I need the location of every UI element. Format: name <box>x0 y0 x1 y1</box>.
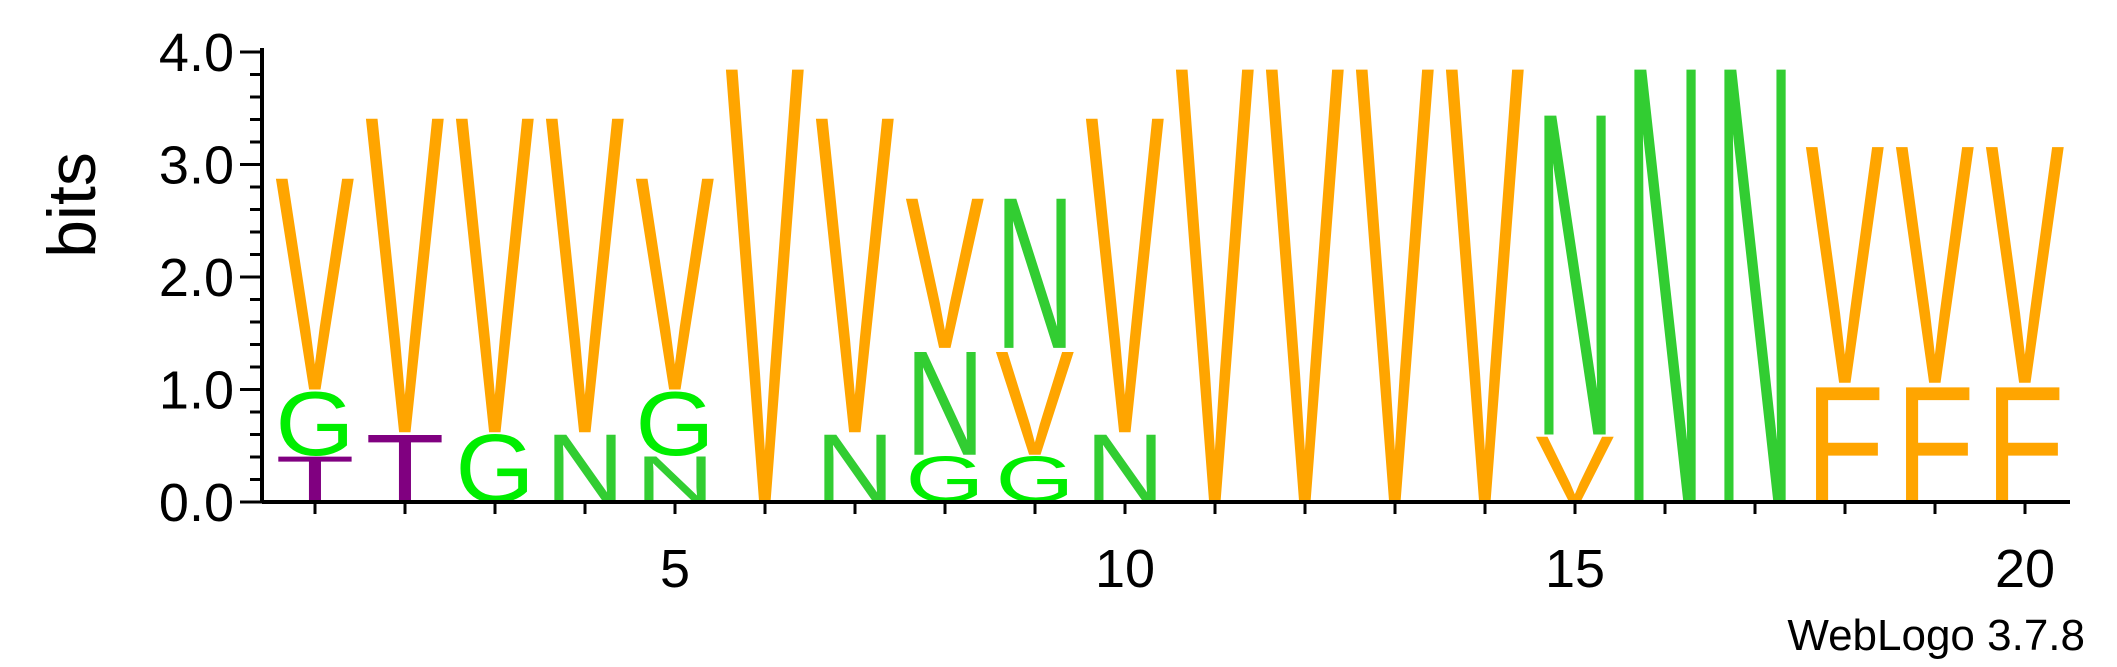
logo-letter-V-pos-7: V <box>815 20 894 529</box>
weblogo-version-label: WebLogo 3.7.8 <box>1787 611 2085 660</box>
logo-letter-V-pos-11: V <box>1175 0 1254 635</box>
logo-letter-N-pos-15: N <box>1535 16 1614 533</box>
y-axis: 0.0 1.0 2.0 3.0 4.0 <box>159 23 264 533</box>
y-tick-label: 0.0 <box>159 473 234 533</box>
logo-letter-G-pos-5: G <box>635 374 714 475</box>
y-tick-label: 3.0 <box>159 136 234 196</box>
logo-letter-V-pos-4: V <box>545 20 624 529</box>
y-tick-label: 4.0 <box>159 23 234 83</box>
logo-letter-N-pos-17: N <box>1715 0 1794 636</box>
logo-letter-V-pos-6: V <box>725 0 804 635</box>
logo-letter-V-pos-12: V <box>1265 0 1344 635</box>
logo-letter-N-pos-16: N <box>1625 0 1704 636</box>
logo-letter-V-pos-9: V <box>995 319 1074 486</box>
logo-letter-V-pos-8: V <box>905 153 984 395</box>
logo-letter-V-pos-3: V <box>455 20 534 529</box>
logo-letter-V-pos-2: V <box>365 20 444 529</box>
logo-letter-N-pos-8: N <box>905 319 984 487</box>
logo-letter-V-pos-14: V <box>1445 0 1524 635</box>
logo-letter-V-pos-5: V <box>635 114 714 456</box>
logo-letter-N-pos-9: N <box>995 152 1074 394</box>
y-tick-label: 1.0 <box>159 361 234 421</box>
logo-letter-V-pos-20: V <box>1985 74 2064 456</box>
logo-letter-V-pos-13: V <box>1355 0 1434 635</box>
x-tick-label: 10 <box>1095 539 1155 599</box>
logo-letter-G-pos-1: G <box>275 374 354 475</box>
logo-letter-V-pos-18: V <box>1805 74 1884 456</box>
x-axis: 5 10 15 20 <box>262 500 2070 599</box>
x-tick-label: 15 <box>1545 539 1605 599</box>
x-tick-label: 20 <box>1995 539 2055 599</box>
y-axis-label: bits <box>34 152 110 258</box>
y-tick-label: 2.0 <box>159 248 234 308</box>
logo-letter-V-pos-10: V <box>1085 20 1164 529</box>
logo-letter-V-pos-19: V <box>1895 74 1974 456</box>
x-tick-label: 5 <box>660 539 690 599</box>
logo-letter-V-pos-1: V <box>275 114 354 456</box>
